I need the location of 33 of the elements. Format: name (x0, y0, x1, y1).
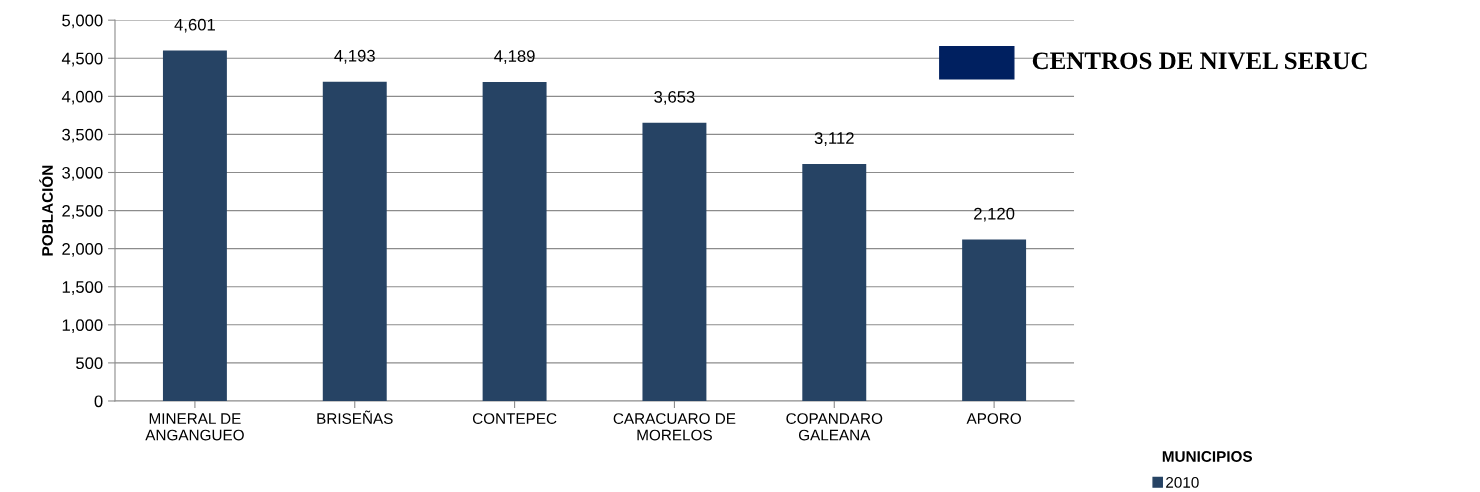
legend-label: 2010 (1166, 476, 1199, 488)
y-tick-label: 1,500 (62, 281, 103, 295)
x-tick-label: BRISEÑAS (317, 410, 393, 425)
data-label: 4,193 (334, 49, 375, 64)
y-tick-label: 4,000 (61, 90, 103, 105)
y-axis-title: POBLACIÓN (39, 165, 53, 256)
y-tick-label: 2,000 (62, 243, 103, 257)
data-label: 4,189 (494, 50, 535, 64)
text: MUNICIPIOS (1162, 451, 1253, 462)
x-tick-label: COPANDARO GALEANA (786, 413, 883, 441)
data-label: 3,653 (654, 91, 695, 105)
bar (802, 163, 867, 401)
annotation: CENTROS DE NIVEL SERUC (1032, 52, 1367, 70)
y-tick-label: 5,000 (62, 14, 103, 29)
data-label: 3,112 (814, 132, 854, 146)
y-tick-label: 0 (94, 395, 103, 408)
x-tick-label: CARACUARO DE MORELOS (613, 413, 736, 441)
bar (962, 239, 1027, 401)
y-tick-label: 3,000 (62, 166, 103, 181)
y-tick-label: 1,000 (62, 319, 103, 333)
y-tick-label: 4,500 (61, 52, 103, 67)
y-tick-label: 3,500 (62, 128, 103, 143)
data-label: 4,601 (174, 18, 215, 33)
y-tick-label: 500 (76, 357, 103, 370)
data-label: 2,120 (974, 207, 1015, 222)
bar (162, 50, 227, 401)
x-tick-label: APORO (966, 413, 1021, 425)
x-tick-label: MINERAL DE ANGANGUEO (145, 413, 244, 441)
x-tick-label: CONTEPEC (472, 413, 557, 425)
bar (322, 81, 387, 401)
bar (642, 122, 707, 401)
y-tick-label: 2,500 (62, 204, 103, 219)
bar (482, 81, 547, 401)
